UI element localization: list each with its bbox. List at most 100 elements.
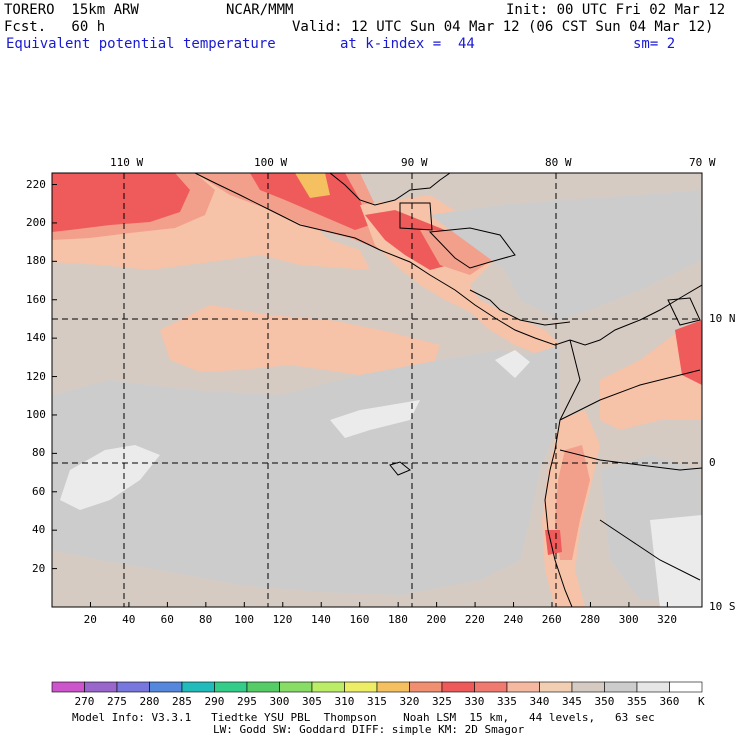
x-tick-label: 280 [580,613,601,626]
model-info: Model Info: V3.3.1 Tiedtke YSU PBL Thomp… [72,711,655,724]
x-tick-label: 20 [83,613,97,626]
colorbar-value: 350 [594,695,615,708]
y-tick-label: 60 [32,484,46,498]
field-light-2 [330,400,420,438]
colorbar-swatch [51,681,85,693]
field-light-3 [495,350,530,378]
colorbar-value: 335 [497,695,517,708]
field-grey-ocean [52,345,560,595]
field-name: Equivalent potential temperature [6,36,276,52]
colorbar-value: 270 [74,695,95,708]
colorbar-value: 275 [107,695,127,708]
colorbar-swatch [181,681,215,693]
colorbar-value: 325 [432,695,452,708]
y-tick-label: 80 [32,446,46,460]
theta-e-field [52,173,702,607]
valid-time: Valid: 12 UTC Sun 04 Mar 12 (06 CST Sun … [292,19,714,35]
x-tick-label: 320 [657,613,678,626]
x-tick-label: 140 [311,613,331,626]
x-tick-label: 100 [234,613,254,626]
x-tick-label: 260 [541,613,562,626]
colorbar-swatch [604,681,638,693]
colorbar-value: 345 [562,695,582,708]
y-tick-label: 160 [26,292,46,306]
lon-label-90w: 90 W [401,156,428,169]
colorbar-swatch [214,681,248,693]
colorbar-swatch [246,681,280,693]
colorbar-swatch [441,681,475,693]
y-tick-label: 200 [26,215,46,229]
x-tick-label: 80 [199,613,213,626]
x-tick-label: 180 [387,613,408,626]
field-sa-east-red [675,320,702,385]
colorbar-value: 330 [464,695,485,708]
colorbar-swatch [506,681,540,693]
field-mexico-hot [295,173,330,198]
x-tick-label: 200 [426,613,447,626]
colorbar-swatch [344,681,378,693]
coastlines [194,173,702,607]
lon-label-80w: 80 W [545,156,572,169]
lat-label-0: 0 [709,456,716,469]
lat-label-10n: 10 N [709,312,736,325]
colorbar-value: 300 [269,695,290,708]
latlon-grid [52,173,702,607]
plot-frame [51,172,703,608]
colorbar-value: 320 [399,695,420,708]
colorbar-value: 360 [659,695,680,708]
colorbar-value: 340 [529,695,550,708]
colorbar-swatch [84,681,118,693]
x-tick-label: 60 [160,613,174,626]
physics-info: LW: Godd SW: Goddard DIFF: simple KM: 2D… [213,723,525,736]
center-name: NCAR/MMM [226,2,294,18]
init-time: Init: 00 UTC Fri 02 Mar 12 [506,2,726,18]
field-peach-tongue [160,305,440,380]
colorbar-swatch [149,681,183,693]
field-sa-east-peach [600,320,702,430]
y-tick-label: 40 [32,523,46,537]
y-tick-label: 180 [26,254,46,268]
y-tick-label: 100 [26,407,46,421]
colorbar-value: 295 [237,695,257,708]
axis-ticks [52,184,668,607]
lat-label-10s: 10 S [709,600,736,613]
forecast-hour: Fcst. 60 h [4,19,106,35]
y-tick-label: 220 [26,177,46,191]
colorbar-swatch [311,681,345,693]
y-tick-label: 120 [26,369,46,383]
x-tick-label: 160 [349,613,370,626]
colorbar-value: 315 [367,695,387,708]
x-tick-label: 220 [464,613,485,626]
field-red-nw-core [52,173,190,232]
x-tick-label: 300 [618,613,639,626]
lon-label-70w: 70 W [689,156,716,169]
colorbar-swatch [116,681,150,693]
field-andes-salmon [555,445,590,560]
lon-label-100w: 100 W [254,156,288,169]
colorbar-swatch [279,681,313,693]
field-grey-north [430,190,702,320]
colorbar-value: 285 [172,695,192,708]
colorbar-unit: K [698,695,705,708]
field-light-1 [60,445,160,510]
colorbar-value: 310 [334,695,355,708]
colorbar-swatch [571,681,605,693]
model-name: TORERO 15km ARW [4,2,139,18]
colorbar [51,681,703,693]
smoothing: sm= 2 [633,36,676,52]
lon-label-110w: 110 W [110,156,144,169]
x-tick-label: 240 [503,613,524,626]
x-tick-label: 120 [272,613,293,626]
colorbar-swatch [376,681,410,693]
colorbar-swatch [409,681,443,693]
colorbar-value: 355 [627,695,647,708]
colorbar-swatch [636,681,670,693]
field-sa-light [650,515,702,607]
colorbar-value: 280 [139,695,160,708]
colorbar-swatch [539,681,573,693]
field-mexico-red [250,173,370,230]
colorbar-value: 290 [204,695,225,708]
colorbar-swatch [474,681,508,693]
y-tick-label: 20 [32,561,46,575]
x-tick-label: 40 [122,613,136,626]
